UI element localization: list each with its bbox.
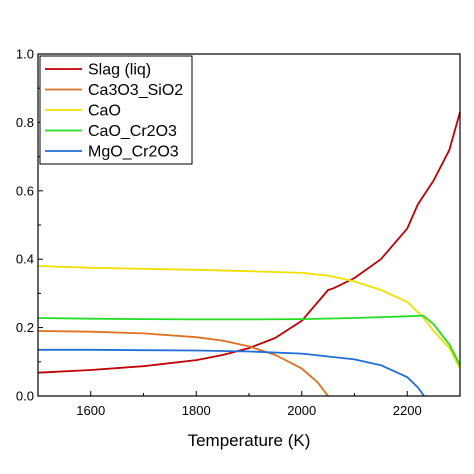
series-layer [37, 111, 461, 397]
x-tick-label-1: 1600 [76, 403, 105, 418]
y-tick-label-5: 0.8 [16, 115, 34, 130]
legend: Slag (liq) Ca3O3_SiO2 CaO CaO_Cr2O3 MgO_Cr2O… [39, 55, 193, 165]
series-line-5 [38, 348, 425, 397]
series-line-3 [37, 265, 461, 370]
y-tick-label-4: 0.6 [16, 183, 34, 198]
y-tick-label-2: 0.2 [16, 320, 34, 335]
y-tick-label-1: 0.0 [16, 389, 34, 404]
series-line-1 [37, 111, 461, 374]
y-tick-label-6: 1.0 [16, 47, 34, 62]
x-axis-title: Temperature (K) [188, 431, 311, 450]
x-tick-label-2: 1800 [182, 403, 211, 418]
legend-label-2: Ca3O3_SiO2 [88, 82, 183, 99]
legend-label-5: MgO_Cr2O3 [88, 144, 179, 161]
legend-label-3: CaO [88, 103, 121, 120]
x-tick-label-4: 2200 [393, 403, 422, 418]
series-line-2 [37, 330, 329, 397]
legend-label-1: Slag (liq) [88, 62, 151, 79]
series-line-4 [37, 314, 461, 366]
ticks-layer: 1600 1800 2000 2200 0.0 0.2 0.4 0.6 0.8 1.0 [16, 47, 461, 418]
legend-label-4: CaO_Cr2O3 [88, 123, 177, 140]
y-tick-label-3: 0.4 [16, 252, 34, 267]
x-tick-label-3: 2000 [287, 403, 316, 418]
